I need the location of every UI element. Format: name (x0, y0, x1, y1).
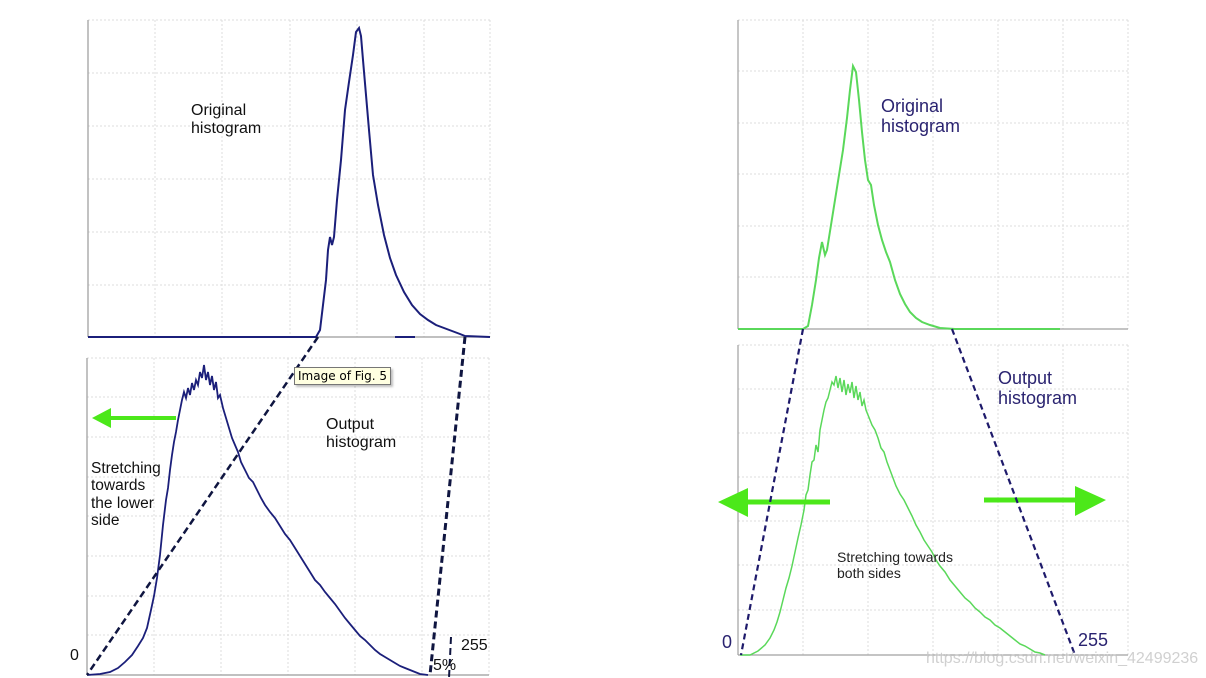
right-arrow-icon (984, 486, 1106, 516)
right-axis-max: 255 (1078, 630, 1109, 650)
right-original-histogram-label: Original histogram (881, 96, 961, 137)
right-stretching-label: Stretching towards both sides (837, 549, 953, 581)
right-output-plot (718, 344, 1129, 656)
grid (87, 357, 490, 675)
right-mapping-lines (739, 328, 1077, 656)
right-axis-zero: 0 (722, 632, 733, 652)
left-axis-max: 255 (461, 637, 488, 654)
left-stretching-label: Stretching towards the lower side (91, 460, 161, 530)
tooltip: Image of Fig. 5 (294, 367, 392, 385)
left-output-histogram-label: Output histogram (326, 416, 397, 451)
left-arrow-icon (718, 488, 830, 517)
left-output-plot (86, 357, 490, 676)
original-histogram-curve-green (738, 62, 1060, 330)
left-original-histogram-label: Original histogram (191, 102, 262, 137)
right-original-plot (737, 19, 1129, 330)
grid (738, 19, 1129, 329)
left-percent-label: 5% (433, 657, 457, 674)
axes (737, 20, 1128, 330)
original-histogram-curve (88, 25, 491, 338)
output-histogram-curve (86, 364, 429, 676)
right-output-histogram-label: Output histogram (998, 368, 1078, 409)
output-histogram-curve-green (740, 375, 1046, 656)
left-mapping-lines (85, 336, 467, 678)
grid (738, 344, 1129, 655)
watermark: https://blog.csdn.net/weixin_42499236 (926, 650, 1199, 667)
left-original-plot (87, 19, 491, 338)
left-axis-zero: 0 (70, 647, 79, 664)
left-arrow-icon (92, 408, 176, 428)
grid (88, 19, 491, 337)
